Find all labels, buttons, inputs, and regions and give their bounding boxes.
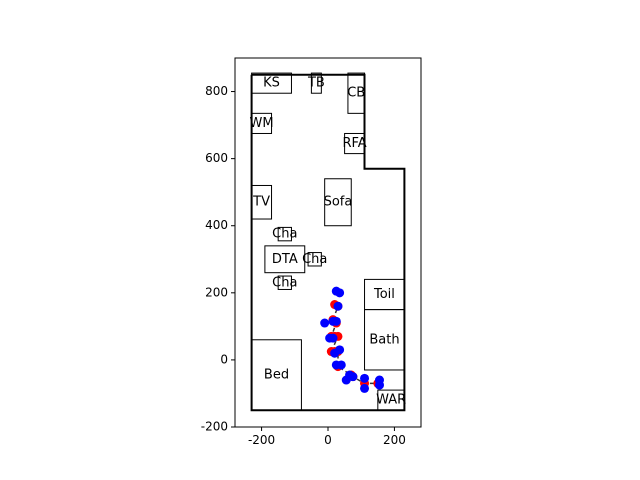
y-tick-label: 400 bbox=[205, 218, 228, 232]
furniture-label: DTA bbox=[272, 252, 298, 267]
furniture-box bbox=[251, 339, 302, 411]
furniture-box bbox=[264, 245, 306, 274]
furniture-label: Sofa bbox=[324, 195, 353, 210]
data-point bbox=[341, 375, 351, 385]
furniture-box bbox=[344, 132, 366, 155]
furniture-box bbox=[377, 389, 405, 411]
y-tick-label: 0 bbox=[220, 352, 228, 366]
y-tick-label: 600 bbox=[205, 151, 228, 165]
y-tick-label: 800 bbox=[205, 84, 228, 98]
data-point bbox=[331, 316, 341, 326]
data-point bbox=[374, 380, 384, 390]
y-axis: -200 0 200 400 600 800 bbox=[201, 84, 235, 434]
furniture-label: Bath bbox=[369, 332, 399, 347]
data-point bbox=[336, 360, 346, 370]
furniture-box bbox=[324, 178, 352, 227]
furniture-label: Cha bbox=[302, 252, 327, 267]
data-point bbox=[328, 333, 338, 343]
furniture-box bbox=[277, 226, 292, 242]
furniture-label: CB bbox=[347, 86, 365, 101]
data-point bbox=[320, 318, 330, 328]
furniture-label: Cha bbox=[272, 227, 297, 242]
furniture-label: Toil bbox=[373, 287, 395, 302]
furniture-box bbox=[347, 72, 366, 114]
data-point bbox=[360, 383, 370, 393]
furniture-label: WM bbox=[250, 116, 274, 131]
furniture-label: Bed bbox=[264, 368, 289, 383]
furniture-box bbox=[310, 72, 322, 94]
furniture-box bbox=[307, 252, 322, 267]
x-tick-label: 200 bbox=[383, 433, 406, 447]
furniture-label: TV bbox=[252, 195, 270, 210]
data-point bbox=[335, 288, 345, 298]
y-tick-label: -200 bbox=[201, 420, 228, 434]
data-point bbox=[333, 301, 343, 311]
x-tick-label: 0 bbox=[324, 433, 332, 447]
furniture-label: WAR bbox=[376, 393, 406, 408]
x-tick-label: -200 bbox=[248, 433, 275, 447]
furniture-label: RFA bbox=[342, 136, 366, 151]
furniture-box bbox=[251, 72, 292, 94]
y-tick-label: 200 bbox=[205, 285, 228, 299]
furniture-box bbox=[251, 112, 273, 134]
x-axis: -200 0 200 bbox=[248, 427, 406, 447]
data-point bbox=[335, 345, 345, 355]
furniture-label: TB bbox=[307, 76, 325, 91]
furniture-box bbox=[364, 309, 405, 371]
furniture-label: Cha bbox=[272, 275, 297, 290]
data-point bbox=[360, 373, 370, 383]
furniture-label: KS bbox=[263, 76, 280, 91]
furniture-box bbox=[251, 184, 273, 220]
data-point bbox=[348, 372, 358, 382]
plot-content: KS TB CB WM RFA TV Sofa Cha DTA Cha Cha Toil Bath Bed… bbox=[250, 72, 406, 412]
furniture-box bbox=[277, 275, 292, 290]
